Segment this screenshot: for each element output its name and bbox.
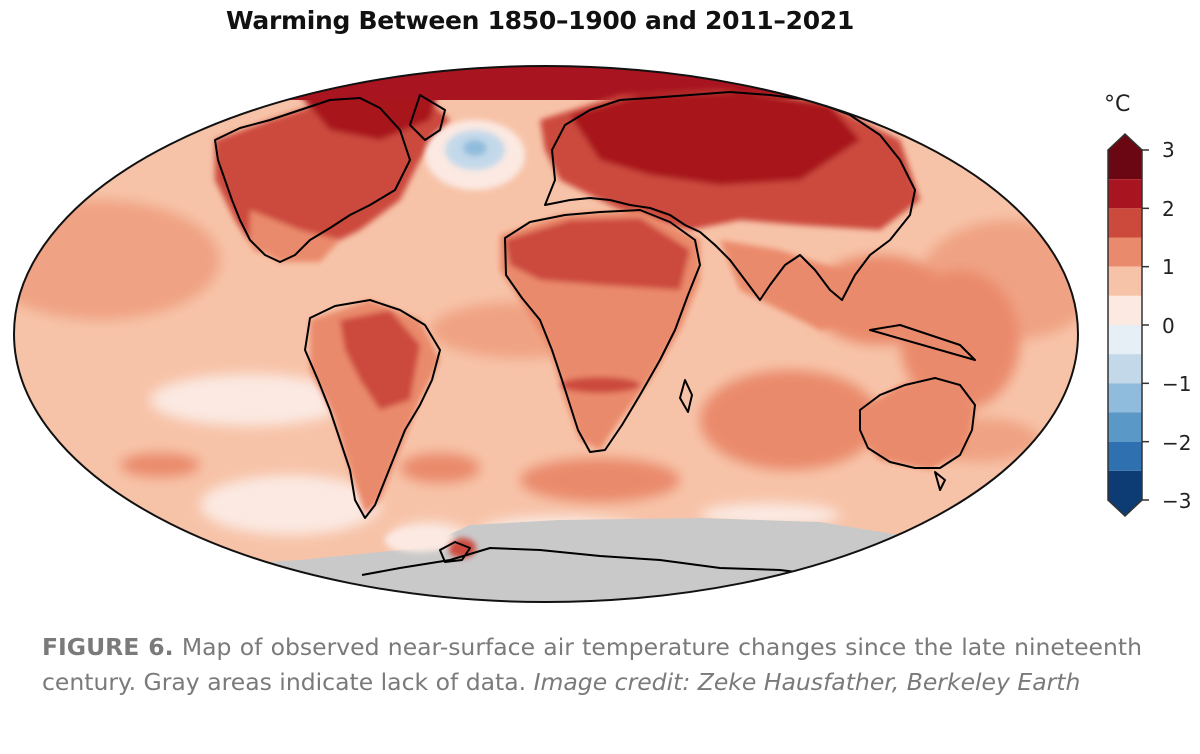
colorbar-tick-label: −2 — [1162, 431, 1192, 455]
colorbar-bin — [1108, 237, 1142, 267]
colorbar-bin — [1108, 470, 1142, 516]
colorbar-tick-label: 0 — [1162, 314, 1175, 338]
colorbar-bin — [1108, 383, 1142, 413]
colorbar — [1107, 132, 1149, 518]
map-title: Warming Between 1850–1900 and 2011–2021 — [226, 6, 854, 35]
colorbar-bin — [1108, 295, 1142, 325]
colorbar-bin — [1108, 266, 1142, 296]
colorbar-bin — [1108, 134, 1142, 180]
colorbar-tick-label: 2 — [1162, 197, 1175, 221]
colorbar-bin — [1108, 412, 1142, 442]
caption-text: Map of observed near-surface air tempera… — [42, 633, 1142, 696]
world-temperature-map — [13, 65, 1149, 603]
colorbar-unit: °C — [1104, 92, 1131, 117]
colorbar-bin — [1108, 441, 1142, 471]
colorbar-tick-label: −3 — [1162, 489, 1192, 513]
figure-caption: FIGURE 6. Map of observed near-surface a… — [42, 630, 1142, 700]
image-credit: Image credit: Zeke Hausfather, Berkeley … — [533, 668, 1081, 696]
figure-label: FIGURE 6. — [42, 633, 174, 661]
map-outline — [13, 65, 1079, 603]
colorbar-bin — [1108, 208, 1142, 238]
colorbar-tick-label: 3 — [1162, 138, 1175, 162]
temperature-field — [14, 66, 1078, 602]
coastlines — [214, 91, 976, 576]
colorbar-bin — [1108, 325, 1142, 355]
colorbar-bin — [1108, 354, 1142, 384]
colorbar-tick-label: −1 — [1162, 372, 1192, 396]
colorbar-tick-label: 1 — [1162, 255, 1175, 279]
colorbar-bin — [1108, 179, 1142, 209]
